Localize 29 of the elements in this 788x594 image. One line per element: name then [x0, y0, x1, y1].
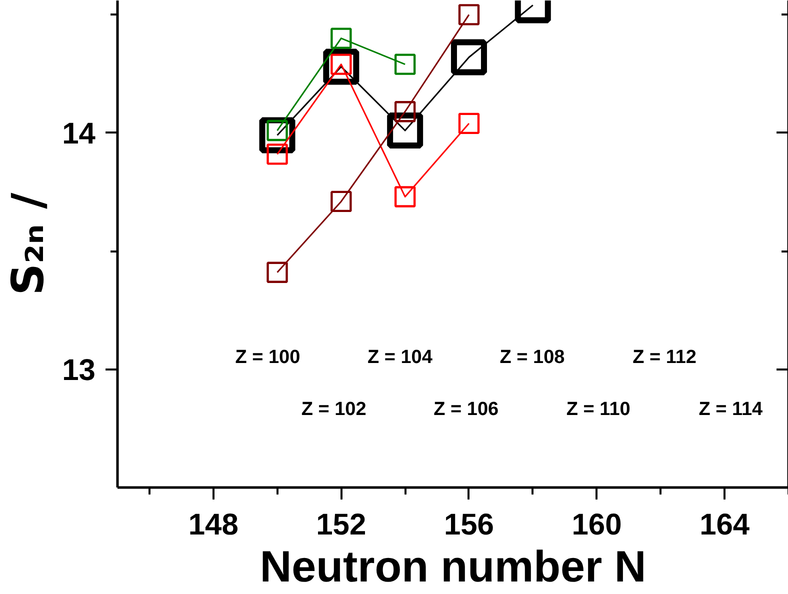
- x-tick-label: 160: [572, 508, 622, 542]
- annotation: Z = 102: [301, 398, 366, 420]
- y-tick-label: 14: [62, 117, 96, 150]
- point: [323, 48, 360, 85]
- annotation: Z = 110: [566, 398, 630, 420]
- point: [458, 4, 480, 26]
- annotation: Z = 104: [367, 346, 433, 368]
- point: [330, 190, 352, 212]
- point: [330, 28, 352, 49]
- point: [458, 112, 480, 134]
- point: [266, 262, 288, 283]
- annotation: Z = 114: [698, 398, 764, 420]
- x-tick-label: 148: [188, 508, 238, 542]
- annotation: Z = 100: [235, 346, 300, 368]
- point: [450, 39, 487, 76]
- point: [266, 144, 288, 165]
- x-tick-label: 156: [444, 508, 494, 542]
- x-tick-label: 152: [316, 508, 366, 542]
- point: [394, 186, 416, 208]
- annotation: Z = 112: [632, 346, 696, 368]
- x-tick-label: 164: [700, 508, 750, 542]
- annotation: Z = 108: [500, 346, 565, 368]
- point: [394, 101, 416, 122]
- y-tick-label: 13: [62, 354, 96, 387]
- x-axis-title: Neutron number N: [260, 542, 646, 592]
- annotation: Z = 106: [434, 398, 499, 420]
- point: [387, 112, 424, 149]
- point: [394, 54, 416, 75]
- y-axis-title: S₂ₙ /: [3, 192, 54, 296]
